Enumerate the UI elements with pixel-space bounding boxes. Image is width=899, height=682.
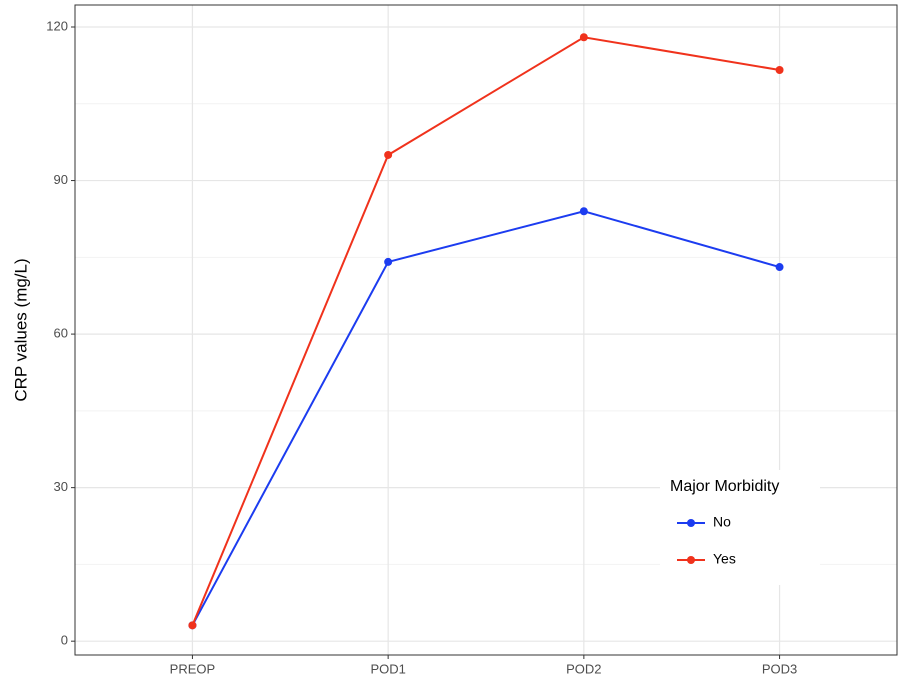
point [579, 207, 588, 216]
series-line [191, 36, 780, 626]
legend-title: Major Morbidity [670, 478, 779, 495]
legend-box [660, 470, 820, 585]
y-tick-label: 0 [61, 633, 68, 648]
y-tick-label: 30 [54, 479, 68, 494]
y-tick-label: 90 [54, 172, 68, 187]
series-line [191, 210, 780, 626]
legend-marker [687, 556, 695, 564]
point [384, 257, 393, 266]
legend-marker [687, 519, 695, 527]
y-axis-label: CRP values (mg/L) [11, 258, 30, 401]
point [775, 263, 784, 272]
legend-label: Yes [713, 551, 736, 567]
y-tick-label: 120 [46, 18, 68, 33]
x-tick-label: POD2 [566, 661, 601, 676]
x-tick-label: PREOP [170, 661, 216, 676]
point [775, 66, 784, 74]
point [188, 621, 197, 630]
x-tick-label: POD1 [370, 661, 405, 676]
legend-label: No [713, 514, 731, 530]
plot-border [74, 4, 898, 656]
x-tick-label: POD3 [762, 661, 797, 676]
point [579, 33, 588, 42]
point [384, 150, 393, 159]
y-tick-label: 60 [54, 326, 68, 341]
